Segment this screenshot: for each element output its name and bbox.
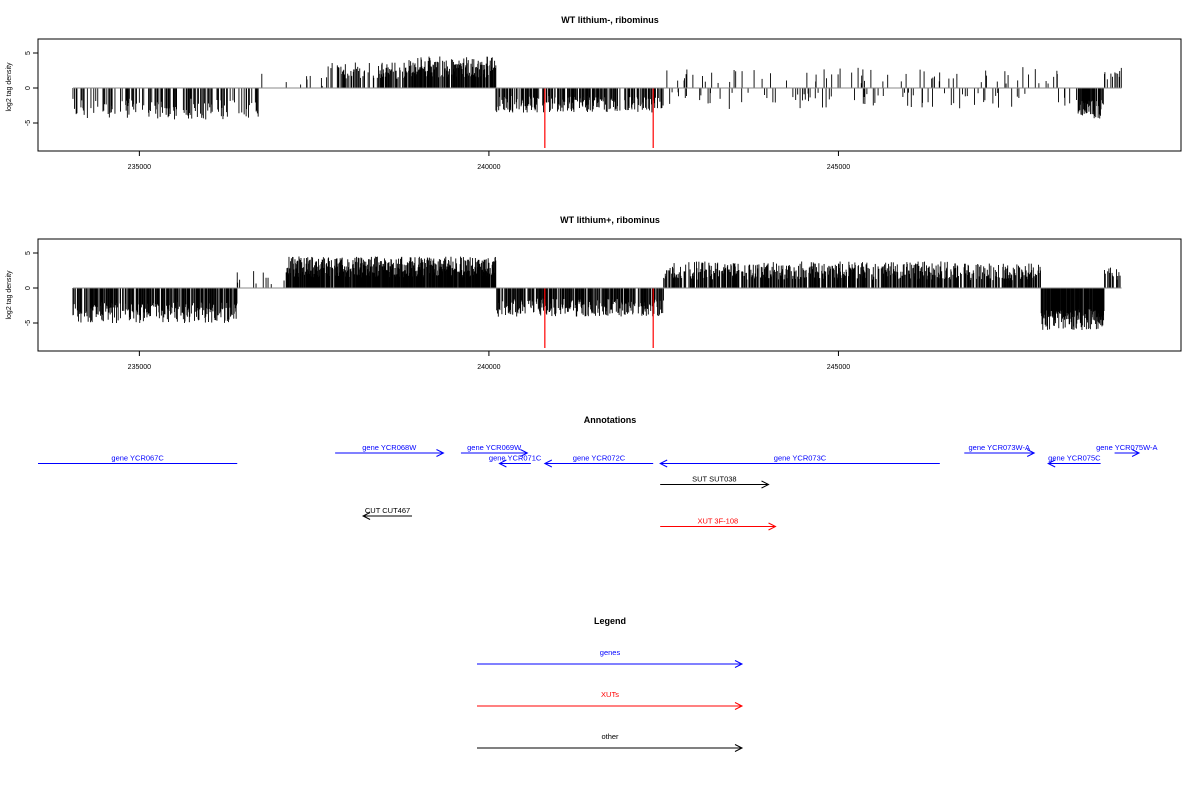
- arrowhead-right-icon: [761, 480, 770, 489]
- legend-label: XUTs: [601, 690, 619, 699]
- coverage-bars: [72, 56, 1122, 120]
- legend-entries: genes XUTs other: [477, 648, 744, 752]
- plot-frame: [37, 38, 1182, 152]
- x-tick-label: 235000: [128, 164, 151, 171]
- arrowhead-right-icon: [768, 522, 777, 531]
- annotation-feature: CUT CUT467: [361, 506, 413, 520]
- annotation-feature: gene YCR068W: [335, 443, 445, 457]
- arrowhead-right-icon: [1026, 449, 1036, 457]
- y-axis-label: log2 tag density: [6, 270, 13, 320]
- feature-label: SUT SUT038: [692, 475, 736, 484]
- feature-label: gene YCR069W: [467, 443, 522, 452]
- x-tick-label: 245000: [827, 164, 850, 171]
- feature-label: gene YCR068W: [362, 443, 417, 452]
- feature-label: gene YCR071C: [489, 454, 542, 463]
- x-tick-label: 235000: [128, 364, 151, 371]
- y-axis: 5 0 -5: [25, 251, 38, 326]
- arrowhead-left-icon: [1047, 459, 1056, 468]
- arrowhead-right-icon: [734, 744, 744, 752]
- legend-title: Legend: [594, 616, 626, 626]
- y-tick-label: 5: [25, 51, 32, 55]
- annotation-features: gene YCR067C gene YCR068W gene YCR069W gene…: [38, 443, 1158, 531]
- annotations-title: Annotations: [584, 415, 637, 425]
- feature-label: CUT CUT467: [365, 506, 410, 515]
- legend-item: genes: [477, 648, 744, 668]
- plot-frame: [37, 238, 1182, 352]
- annotation-feature: SUT SUT038: [660, 475, 770, 489]
- x-axis: 235000 240000 245000: [128, 351, 850, 371]
- y-tick-label: 0: [25, 86, 32, 90]
- y-tick-label: -5: [25, 120, 32, 126]
- annotation-feature: gene YCR067C: [38, 454, 238, 464]
- arrowhead-left-icon: [659, 459, 668, 468]
- arrowhead-left-icon: [498, 459, 507, 468]
- feature-label: gene YCR075C: [1048, 454, 1101, 463]
- legend-label: other: [601, 732, 619, 741]
- y-tick-label: -5: [25, 320, 32, 326]
- y-tick-label: 0: [25, 286, 32, 290]
- arrowhead-right-icon: [734, 660, 744, 668]
- track-title: WT lithium+, ribominus: [560, 215, 660, 225]
- feature-label: gene YCR067C: [111, 454, 164, 463]
- feature-label: gene YCR072C: [573, 454, 626, 463]
- highlight-bars: [544, 88, 654, 148]
- x-tick-label: 245000: [827, 364, 850, 371]
- annotation-feature: gene YCR075W-A: [1096, 443, 1158, 457]
- arrowhead-right-icon: [734, 702, 744, 710]
- annotation-feature: gene YCR075C: [1047, 454, 1101, 468]
- track-panel-lithium-plus: WT lithium+, ribominus log2 tag density …: [6, 215, 1182, 371]
- coverage-bars: [72, 256, 1121, 330]
- y-axis: 5 0 -5: [25, 51, 38, 126]
- x-tick-label: 240000: [477, 364, 500, 371]
- highlight-bars: [544, 288, 654, 348]
- annotation-feature: gene YCR073W-A: [964, 443, 1036, 457]
- legend-label: genes: [600, 648, 621, 657]
- annotation-feature: XUT 3F-108: [660, 517, 777, 531]
- feature-label: gene YCR073C: [774, 454, 827, 463]
- track-panel-lithium-minus: WT lithium-, ribominus log2 tag density …: [6, 15, 1182, 171]
- x-axis: 235000 240000 245000: [128, 151, 850, 171]
- feature-label: gene YCR075W-A: [1096, 443, 1157, 452]
- annotation-feature: gene YCR073C: [659, 454, 940, 468]
- legend-panel: Legend genes XUTs other: [477, 616, 744, 752]
- annotation-feature: gene YCR072C: [543, 454, 654, 468]
- arrowhead-left-icon: [543, 459, 553, 468]
- annotation-feature: gene YCR071C: [489, 454, 542, 468]
- y-axis-label: log2 tag density: [6, 62, 13, 112]
- arrowhead-right-icon: [520, 449, 529, 457]
- legend-item: other: [477, 732, 744, 752]
- annotation-feature: gene YCR069W: [460, 443, 529, 457]
- arrowhead-right-icon: [1131, 449, 1141, 457]
- x-tick-label: 240000: [477, 164, 500, 171]
- feature-label: XUT 3F-108: [697, 517, 738, 526]
- arrowhead-left-icon: [361, 512, 371, 520]
- y-tick-label: 5: [25, 251, 32, 255]
- legend-item: XUTs: [477, 690, 744, 710]
- feature-label: gene YCR073W-A: [969, 443, 1030, 452]
- arrowhead-right-icon: [436, 449, 445, 457]
- track-title: WT lithium-, ribominus: [561, 15, 659, 25]
